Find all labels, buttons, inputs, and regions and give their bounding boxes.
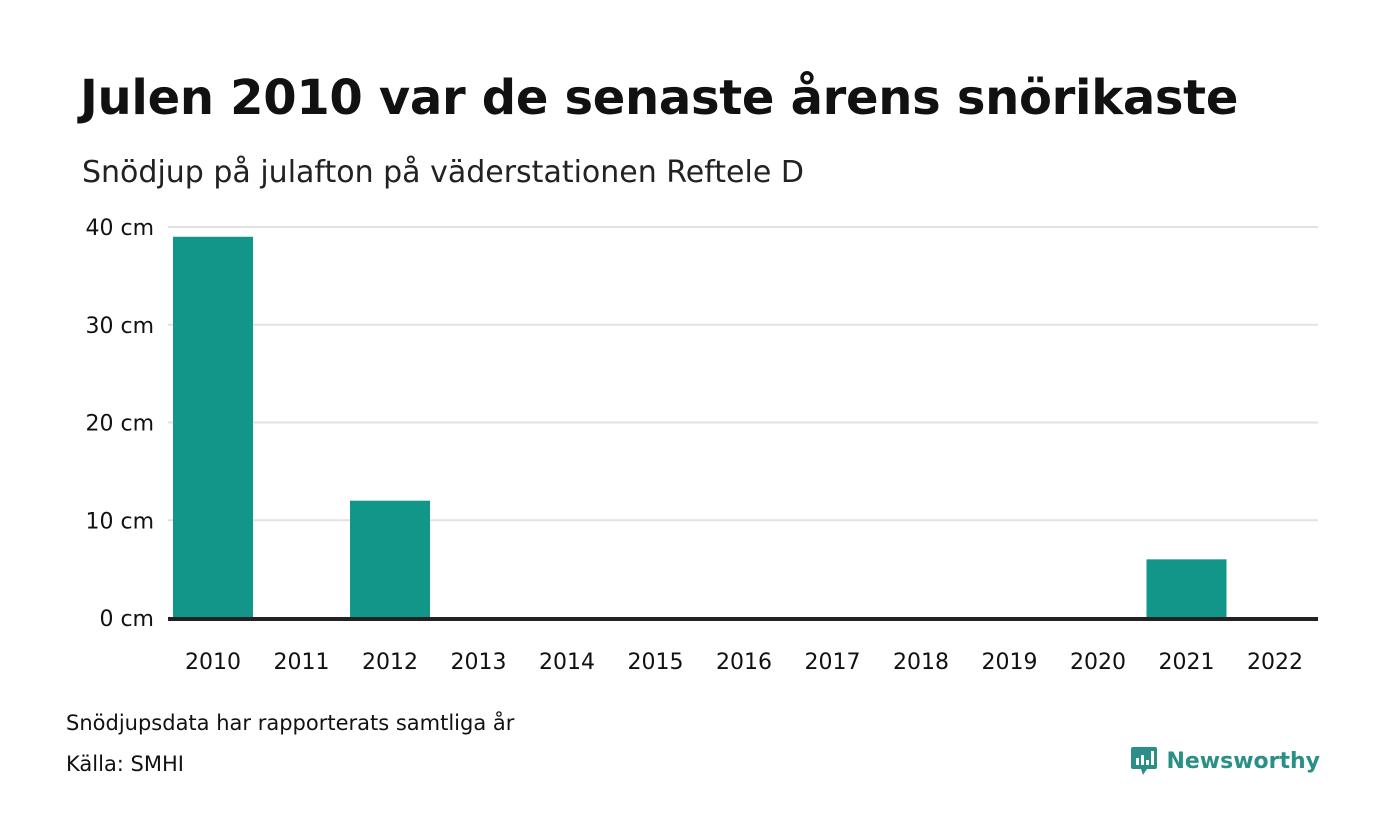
y-tick-label: 30 cm bbox=[85, 314, 154, 339]
x-tick-label: 2019 bbox=[982, 650, 1038, 675]
x-tick-label: 2010 bbox=[185, 650, 241, 675]
x-axis-ticks: 2010 2011 2012 2013 2014 2015 2016 2017 2018 2019… bbox=[185, 650, 1303, 675]
x-tick-label: 2015 bbox=[628, 650, 684, 675]
y-tick-label: 10 cm bbox=[85, 509, 154, 534]
x-tick-label: 2022 bbox=[1247, 650, 1303, 675]
bar-2010 bbox=[173, 236, 253, 618]
x-tick-label: 2013 bbox=[451, 650, 507, 675]
y-tick-label: 40 cm bbox=[85, 216, 154, 241]
y-tick-label: 20 cm bbox=[85, 412, 154, 437]
x-tick-label: 2018 bbox=[893, 650, 949, 675]
brand-name: Newsworthy bbox=[1166, 748, 1320, 774]
y-tick-label: 0 cm bbox=[99, 607, 154, 632]
bar-2021 bbox=[1146, 559, 1227, 618]
newsworthy-logo-icon bbox=[1131, 747, 1158, 775]
bar-2012 bbox=[350, 500, 430, 618]
x-tick-label: 2017 bbox=[805, 650, 861, 675]
x-tick-label: 2012 bbox=[362, 650, 418, 675]
source-label: Källa: SMHI bbox=[66, 752, 184, 776]
brand-logo: Newsworthy bbox=[1130, 745, 1320, 777]
x-tick-label: 2020 bbox=[1070, 650, 1126, 675]
chart-subtitle: Snödjup på julafton på väderstationen Re… bbox=[82, 155, 804, 190]
x-tick-label: 2016 bbox=[716, 650, 772, 675]
x-tick-label: 2021 bbox=[1159, 650, 1215, 675]
x-tick-label: 2014 bbox=[539, 650, 595, 675]
x-tick-label: 2011 bbox=[274, 650, 330, 675]
chart-title: Julen 2010 var de senaste årens snörikas… bbox=[80, 70, 1239, 126]
gridlines bbox=[168, 226, 1318, 522]
y-axis-ticks: 0 cm 10 cm 20 cm 30 cm 40 cm bbox=[85, 216, 154, 632]
bars bbox=[173, 236, 1227, 618]
data-note: Snödjupsdata har rapporterats samtliga å… bbox=[66, 711, 515, 735]
